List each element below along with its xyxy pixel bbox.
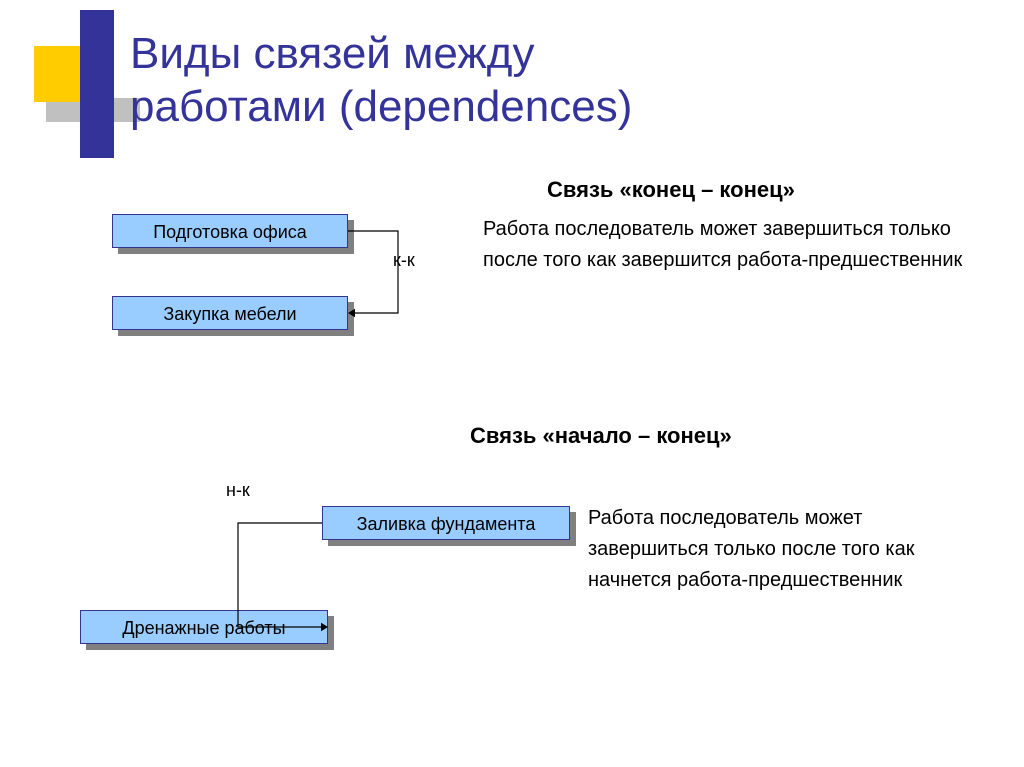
task-box-furniture: Закупка мебели — [112, 296, 348, 330]
task-box-office-prep: Подготовка офиса — [112, 214, 348, 248]
section1-desc: Работа последователь может завершиться т… — [483, 214, 973, 276]
section2-desc: Работа последователь может завершиться т… — [588, 503, 978, 596]
task-label: Закупка мебели — [163, 304, 296, 324]
deco-blue-rect — [80, 10, 114, 158]
slide-title: Виды связей между работами (dependences) — [130, 28, 632, 134]
connector-label-nk: н-к — [226, 480, 250, 501]
connector-kk — [342, 221, 422, 361]
section1-heading: Связь «конец – конец» — [547, 177, 795, 203]
task-label: Подготовка офиса — [153, 222, 307, 242]
section2-heading: Связь «начало – конец» — [470, 423, 732, 449]
connector-label-kk: к-к — [393, 250, 415, 271]
connector-nk — [218, 513, 378, 693]
task-label: Заливка фундамента — [357, 514, 536, 534]
